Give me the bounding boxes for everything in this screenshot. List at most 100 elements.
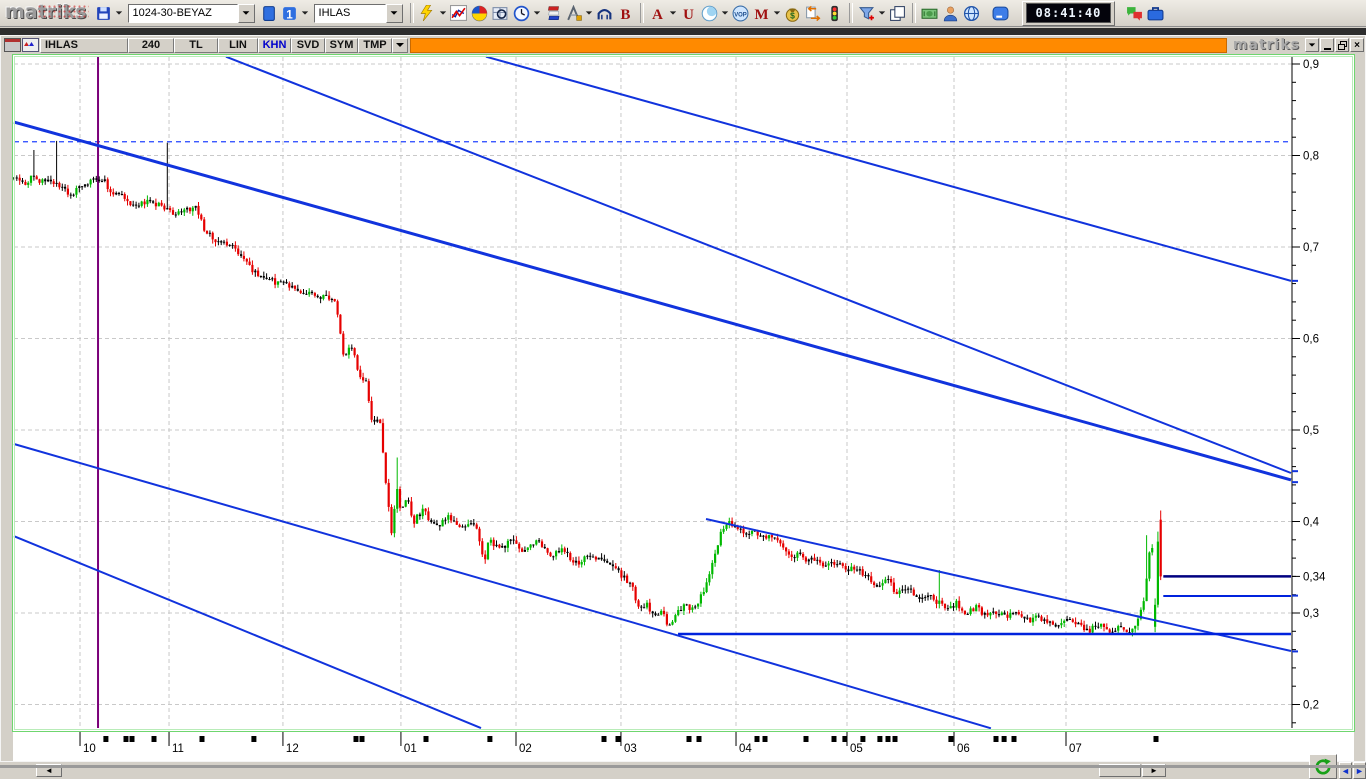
- restore-icon: [1337, 40, 1347, 50]
- chart-setting-tmp[interactable]: TMP: [358, 37, 392, 53]
- svg-text:04: 04: [739, 743, 752, 755]
- svg-text:A: A: [652, 6, 663, 21]
- transfer-icon[interactable]: [804, 3, 824, 23]
- filter-icon[interactable]: [857, 3, 877, 23]
- time-analysis-icon-dropdown[interactable]: [533, 3, 542, 23]
- save-icon[interactable]: [94, 3, 114, 23]
- money-bag-icon[interactable]: $: [783, 3, 803, 23]
- filter-icon-dropdown[interactable]: [878, 3, 887, 23]
- symbol-combo-value[interactable]: IHLAS: [313, 3, 386, 23]
- time-analysis-icon[interactable]: [512, 3, 532, 23]
- svg-text:0,34: 0,34: [1303, 571, 1326, 583]
- draw-tool-icon-dropdown[interactable]: [439, 3, 448, 23]
- svg-text:06: 06: [957, 743, 970, 755]
- briefcase-icon[interactable]: [1145, 3, 1165, 23]
- chart-setting-sym[interactable]: SYM: [325, 37, 358, 53]
- svg-text:0,3: 0,3: [1303, 608, 1319, 620]
- toolbar-separator: [409, 3, 414, 23]
- web-icon[interactable]: [962, 3, 982, 23]
- toolbar-separator-strip: [0, 28, 1366, 35]
- bridge-icon[interactable]: [595, 3, 615, 23]
- new-page-icon[interactable]: [259, 3, 279, 23]
- svg-text:11: 11: [172, 743, 184, 755]
- swirl-icon[interactable]: [700, 3, 720, 23]
- svg-text:B: B: [621, 6, 631, 21]
- trendlines: [13, 55, 1292, 730]
- svg-text:05: 05: [850, 743, 863, 755]
- save-icon-dropdown[interactable]: [115, 3, 124, 23]
- chat-icon[interactable]: [1124, 3, 1144, 23]
- minimize-button[interactable]: [1320, 38, 1334, 52]
- svg-text:01: 01: [404, 743, 417, 755]
- candles: [12, 140, 1162, 637]
- chart-setting-khn[interactable]: KHN: [258, 37, 291, 53]
- chart-setting-240[interactable]: 240: [128, 37, 174, 53]
- cash-icon[interactable]: [920, 3, 940, 23]
- main-toolbar: matriks 1024-30-BEYAZ 1 IHLAS B A U VOP M $08:41:…: [0, 0, 1366, 27]
- chart-setting-lin[interactable]: LIN: [218, 37, 258, 53]
- session-clock: 08:41:40: [1021, 0, 1116, 26]
- price-chart[interactable]: 0,9 0,8 0,7 0,6 0,5 0,4 0,34 0,3 0,2 10 11 12 01 02 03…: [12, 54, 1356, 761]
- session-clock-display: 08:41:40: [1025, 3, 1112, 23]
- titlebar-menu-button[interactable]: [1305, 38, 1319, 52]
- letter-a-icon[interactable]: A: [648, 3, 668, 23]
- titlebar-highlight-bar: [410, 37, 1227, 53]
- symbol-combo[interactable]: IHLAS: [313, 3, 403, 23]
- svg-text:12: 12: [286, 743, 299, 755]
- letter-u-icon[interactable]: U: [679, 3, 699, 23]
- workspace-combo-dropdown[interactable]: [237, 3, 255, 23]
- price-axis: 0,9 0,8 0,7 0,6 0,5 0,4 0,34 0,3 0,2: [1292, 59, 1326, 724]
- drawing-tools-icon[interactable]: [564, 3, 584, 23]
- traffic-light-icon[interactable]: [825, 3, 845, 23]
- page-1-icon-dropdown[interactable]: [301, 3, 310, 23]
- screener-icon[interactable]: [491, 3, 511, 23]
- svg-text:02: 02: [519, 743, 532, 755]
- svg-text:0,2: 0,2: [1303, 700, 1319, 712]
- close-button[interactable]: ×: [1350, 38, 1364, 52]
- workspace-combo-value[interactable]: 1024-30-BEYAZ: [127, 3, 238, 23]
- page-1-icon[interactable]: 1: [280, 3, 300, 23]
- workspace-combo[interactable]: 1024-30-BEYAZ: [127, 3, 255, 23]
- letter-m-icon-dropdown[interactable]: [773, 3, 782, 23]
- svg-text:0,7: 0,7: [1303, 242, 1319, 254]
- svg-text:0,4: 0,4: [1303, 517, 1320, 529]
- market-depth-icon[interactable]: [543, 3, 563, 23]
- chart-icon[interactable]: [449, 3, 469, 23]
- letter-m-icon[interactable]: M: [752, 3, 772, 23]
- draw-tool-icon[interactable]: [418, 3, 438, 23]
- minimize-app-icon[interactable]: [991, 3, 1011, 23]
- drawing-tools-icon-dropdown[interactable]: [585, 3, 594, 23]
- letter-a-icon-dropdown[interactable]: [669, 3, 678, 23]
- svg-text:10: 10: [83, 743, 96, 755]
- chart-titlebar: IHLAS 240 TL LIN KHN SVD SYM TMP matriks ×: [2, 36, 1366, 54]
- cascade-windows-icon[interactable]: [888, 3, 908, 23]
- chart-mini-icon[interactable]: [22, 38, 39, 52]
- viop-icon[interactable]: VOP: [731, 3, 751, 23]
- pie-chart-icon[interactable]: [470, 3, 490, 23]
- chart-setting-svd[interactable]: SVD: [291, 37, 325, 53]
- svg-text:07: 07: [1069, 743, 1082, 755]
- svg-text:03: 03: [624, 743, 637, 755]
- window-bottom-border: [0, 765, 1366, 768]
- svg-text:1: 1: [286, 8, 293, 21]
- toolbar-separator: [639, 3, 644, 23]
- letter-b-icon[interactable]: B: [616, 3, 636, 23]
- chart-setting-tl[interactable]: TL: [174, 37, 218, 53]
- template-dropdown-button[interactable]: [392, 37, 408, 53]
- symbol-combo-dropdown[interactable]: [385, 3, 403, 23]
- toolbar-separator: [848, 3, 853, 23]
- chart-settings-segments: IHLAS 240 TL LIN KHN SVD SYM TMP: [40, 37, 392, 53]
- toolbar-separator: [911, 3, 916, 23]
- window-icon[interactable]: [4, 38, 21, 52]
- matriks-logo: matriks: [3, 1, 93, 25]
- swirl-icon-dropdown[interactable]: [721, 3, 730, 23]
- chart-setting-ihlas[interactable]: IHLAS: [40, 37, 128, 53]
- svg-text:$: $: [790, 10, 795, 20]
- chart-window: IHLAS 240 TL LIN KHN SVD SYM TMP matriks × 0,9 0…: [0, 35, 1366, 779]
- restore-button[interactable]: [1335, 38, 1349, 52]
- svg-text:0,6: 0,6: [1303, 334, 1319, 346]
- date-axis: 10 11 12 01 02 03 04 05 06 07: [79, 732, 1159, 755]
- user-icon[interactable]: [941, 3, 961, 23]
- svg-text:M: M: [755, 6, 769, 21]
